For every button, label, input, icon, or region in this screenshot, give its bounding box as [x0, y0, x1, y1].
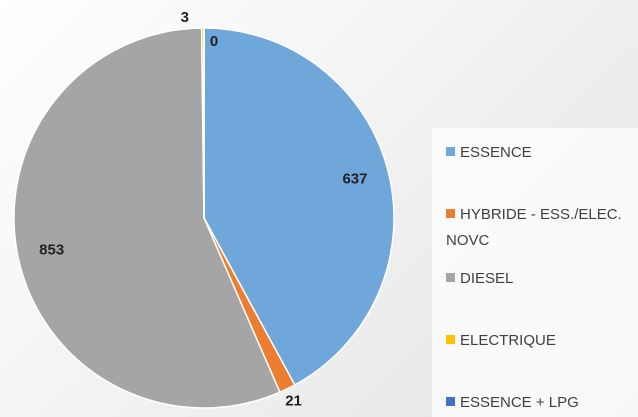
- legend-label: DIESEL: [460, 270, 514, 287]
- legend-item: ELECTRIQUE: [446, 328, 626, 354]
- legend-swatch: [446, 147, 455, 156]
- pie-slice: [13, 27, 281, 409]
- legend-swatch: [446, 397, 455, 406]
- legend-swatch: [446, 273, 455, 282]
- legend-item: DIESEL: [446, 266, 626, 292]
- legend-swatch: [446, 209, 455, 218]
- legend-item: ESSENCE: [446, 140, 626, 166]
- legend-label: HYBRIDE - ESS./ELEC. NOVC: [446, 206, 622, 249]
- data-label: 0: [210, 33, 218, 50]
- legend: ESSENCE HYBRIDE - ESS./ELEC. NOVC DIESEL EL…: [432, 128, 638, 417]
- data-label: 637: [342, 171, 367, 188]
- data-label: 3: [181, 9, 189, 26]
- legend-label: ESSENCE + LPG: [460, 394, 579, 411]
- legend-swatch: [446, 335, 455, 344]
- data-label: 853: [39, 242, 64, 259]
- legend-label: ESSENCE: [460, 144, 532, 161]
- data-label: 21: [285, 392, 302, 409]
- pie-slice: [203, 27, 395, 386]
- legend-label: ELECTRIQUE: [460, 332, 556, 349]
- legend-item: HYBRIDE - ESS./ELEC. NOVC: [446, 202, 626, 254]
- legend-item: ESSENCE + LPG: [446, 390, 626, 416]
